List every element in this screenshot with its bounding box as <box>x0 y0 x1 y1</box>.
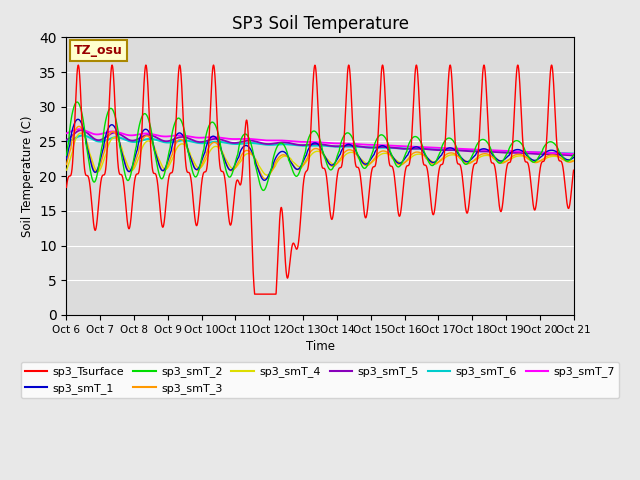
Line: sp3_Tsurface: sp3_Tsurface <box>67 65 573 294</box>
sp3_smT_6 <box>257 141 265 147</box>
sp3_smT_2 <box>120 168 128 174</box>
sp3_smT_4 <box>560 156 568 162</box>
sp3_smT_4 <box>63 167 70 173</box>
sp3_smT_4 <box>77 130 84 136</box>
sp3_smT_1 <box>570 155 577 160</box>
sp3_smT_5 <box>63 137 70 143</box>
sp3_smT_2 <box>63 152 70 158</box>
sp3_smT_2 <box>570 152 577 157</box>
sp3_smT_2 <box>506 145 513 151</box>
sp3_smT_2 <box>560 156 568 162</box>
sp3_smT_6 <box>560 150 568 156</box>
sp3_Tsurface <box>506 160 513 166</box>
sp3_smT_4 <box>263 172 271 178</box>
sp3_smT_1 <box>120 159 128 165</box>
sp3_smT_2 <box>257 185 265 191</box>
sp3_smT_3 <box>257 171 265 177</box>
sp3_smT_5 <box>77 127 85 133</box>
X-axis label: Time: Time <box>305 340 335 353</box>
sp3_smT_3 <box>570 158 577 164</box>
sp3_Tsurface <box>74 62 82 68</box>
sp3_smT_7 <box>76 126 83 132</box>
sp3_smT_6 <box>120 136 128 142</box>
sp3_Tsurface <box>120 188 128 193</box>
sp3_smT_7 <box>279 138 287 144</box>
sp3_smT_6 <box>279 141 287 147</box>
sp3_smT_3 <box>75 123 83 129</box>
sp3_smT_5 <box>279 139 287 145</box>
Title: SP3 Soil Temperature: SP3 Soil Temperature <box>232 15 408 33</box>
sp3_smT_6 <box>79 132 86 138</box>
sp3_smT_5 <box>120 134 128 140</box>
sp3_smT_1 <box>280 149 287 155</box>
sp3_smT_5 <box>570 153 577 158</box>
sp3_smT_7 <box>570 151 577 157</box>
sp3_smT_3 <box>280 152 287 157</box>
Legend: sp3_Tsurface, sp3_smT_1, sp3_smT_2, sp3_smT_3, sp3_smT_4, sp3_smT_5, sp3_smT_6, : sp3_Tsurface, sp3_smT_1, sp3_smT_2, sp3_… <box>20 362 620 398</box>
Line: sp3_smT_6: sp3_smT_6 <box>67 135 573 154</box>
sp3_smT_4 <box>280 154 287 159</box>
sp3_smT_6 <box>570 151 577 156</box>
sp3_smT_6 <box>63 139 70 144</box>
Line: sp3_smT_2: sp3_smT_2 <box>67 102 573 191</box>
sp3_smT_3 <box>120 158 128 164</box>
sp3_smT_4 <box>506 157 513 163</box>
sp3_smT_3 <box>506 156 513 162</box>
sp3_smT_4 <box>120 154 128 160</box>
sp3_smT_3 <box>560 157 568 163</box>
sp3_smT_1 <box>506 152 513 158</box>
sp3_smT_1 <box>150 148 158 154</box>
sp3_smT_7 <box>506 148 513 154</box>
sp3_smT_5 <box>257 140 265 146</box>
sp3_Tsurface <box>280 222 287 228</box>
Text: TZ_osu: TZ_osu <box>74 44 123 57</box>
sp3_smT_7 <box>150 132 158 138</box>
sp3_smT_3 <box>262 176 269 182</box>
sp3_smT_1 <box>74 117 82 122</box>
sp3_smT_5 <box>560 152 568 158</box>
sp3_smT_7 <box>257 137 265 143</box>
sp3_smT_4 <box>257 166 265 172</box>
sp3_Tsurface <box>570 168 577 173</box>
sp3_Tsurface <box>560 172 568 178</box>
sp3_smT_2 <box>150 149 158 155</box>
sp3_smT_5 <box>150 133 158 139</box>
sp3_Tsurface <box>63 184 70 190</box>
sp3_smT_2 <box>73 99 81 105</box>
sp3_smT_3 <box>150 146 158 152</box>
sp3_smT_7 <box>560 151 568 156</box>
sp3_smT_1 <box>260 178 268 183</box>
sp3_smT_1 <box>257 174 265 180</box>
sp3_Tsurface <box>257 291 265 297</box>
sp3_smT_6 <box>506 149 513 155</box>
sp3_smT_7 <box>120 132 128 137</box>
Line: sp3_smT_3: sp3_smT_3 <box>67 126 573 179</box>
sp3_Tsurface <box>150 170 158 176</box>
sp3_smT_3 <box>63 162 70 168</box>
sp3_smT_5 <box>506 150 513 156</box>
sp3_smT_4 <box>570 158 577 164</box>
sp3_Tsurface <box>251 291 259 297</box>
Line: sp3_smT_4: sp3_smT_4 <box>67 133 573 175</box>
Line: sp3_smT_5: sp3_smT_5 <box>67 130 573 156</box>
Y-axis label: Soil Temperature (C): Soil Temperature (C) <box>20 115 33 237</box>
sp3_smT_2 <box>260 188 268 193</box>
Line: sp3_smT_7: sp3_smT_7 <box>67 129 573 154</box>
sp3_smT_1 <box>63 156 70 162</box>
sp3_smT_2 <box>280 141 287 147</box>
sp3_smT_7 <box>63 131 70 136</box>
sp3_smT_4 <box>150 144 158 150</box>
sp3_smT_1 <box>560 155 568 161</box>
sp3_smT_6 <box>150 136 158 142</box>
Line: sp3_smT_1: sp3_smT_1 <box>67 120 573 180</box>
